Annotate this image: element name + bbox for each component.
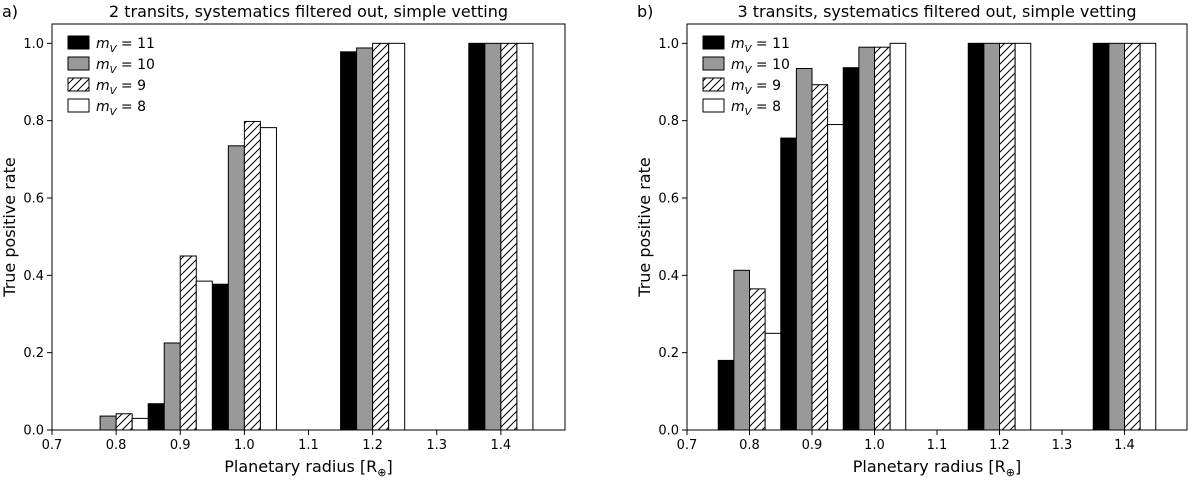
bar	[259, 127, 277, 431]
y-tick-label: 0.4	[23, 269, 44, 284]
chart-panel-b: 0.7 0.8 0.9 1.0 1.1 1.2 1.3 1.4 0.0 0.2 0.4 0.6 0.8 1…	[635, 2, 1188, 479]
x-tick-label: 0.8	[106, 438, 127, 453]
legend-swatch	[67, 35, 90, 50]
bar	[388, 42, 406, 431]
bar	[842, 67, 860, 431]
bar	[99, 415, 117, 431]
x-tick-label: 1.3	[426, 438, 447, 453]
bar	[131, 417, 149, 431]
bar	[733, 269, 750, 431]
x-tick-label: 0.8	[739, 438, 760, 453]
x-tick-label: 1.1	[298, 438, 319, 453]
x-tick-label: 1.3	[1052, 438, 1073, 453]
legend-swatch	[67, 77, 90, 92]
chart-panel-a: 0.7 0.8 0.9 1.0 1.1 1.2 1.3 1.4 0.0 0.2 0.4 0.6 0.8 1…	[0, 2, 566, 479]
legend: mV = 11 mV = 10 mV = 9 mV = 8	[702, 35, 790, 118]
bar	[983, 42, 1000, 431]
bar	[147, 403, 165, 431]
bar	[749, 288, 766, 431]
bar	[468, 42, 486, 431]
bar	[195, 280, 213, 431]
bar	[999, 42, 1016, 431]
legend-label: mV = 10	[96, 57, 155, 76]
legend-swatch	[67, 98, 90, 113]
y-axis-label: True positive rate	[0, 157, 19, 297]
x-tick-label: 1.4	[1114, 438, 1135, 453]
legend-swatch	[702, 35, 725, 50]
legend-swatch	[702, 56, 725, 71]
bar	[1014, 42, 1032, 431]
bar	[115, 413, 133, 431]
legend-label: mV = 10	[731, 57, 790, 76]
bar	[795, 67, 813, 431]
y-tick-label: 1.0	[658, 37, 679, 52]
y-tick-label: 0.6	[658, 192, 679, 207]
bar	[858, 46, 875, 431]
bar	[372, 42, 390, 431]
legend-label: mV = 8	[96, 99, 146, 118]
bar	[500, 42, 518, 431]
panel-label: a)	[2, 2, 18, 21]
bar	[717, 359, 735, 431]
y-tick-label: 0.2	[23, 346, 44, 361]
chart-title: 2 transits, systematics filtered out, si…	[109, 2, 508, 21]
bar	[874, 46, 891, 431]
y-tick-label: 0.8	[658, 114, 679, 129]
legend-label: mV = 11	[96, 36, 155, 55]
legend-swatch	[702, 98, 725, 113]
legend: mV = 11 mV = 10 mV = 9 mV = 8	[67, 35, 155, 118]
bar	[227, 145, 245, 431]
x-axis-label: Planetary radius [R⊕]	[853, 457, 1021, 478]
x-tick-label: 1.0	[864, 438, 885, 453]
x-tick-label: 0.9	[802, 438, 823, 453]
bar	[356, 47, 374, 431]
y-tick-label: 0.0	[23, 424, 44, 439]
bar	[484, 42, 502, 431]
panel-label: b)	[637, 2, 653, 21]
bar	[780, 137, 797, 431]
bar	[211, 283, 229, 431]
y-axis-label: True positive rate	[635, 157, 654, 297]
x-tick-label: 1.2	[362, 438, 383, 453]
y-tick-label: 1.0	[23, 37, 44, 52]
legend-label: mV = 9	[731, 78, 781, 97]
legend-label: mV = 8	[731, 99, 781, 118]
bar	[967, 42, 985, 431]
bar	[1139, 42, 1157, 431]
bar	[163, 342, 181, 431]
x-tick-label: 1.0	[234, 438, 255, 453]
y-tick-label: 0.8	[23, 114, 44, 129]
x-tick-label: 0.9	[170, 438, 191, 453]
bar	[340, 51, 358, 431]
y-tick-label: 0.6	[23, 192, 44, 207]
x-tick-label: 1.4	[491, 438, 512, 453]
x-tick-label: 1.2	[989, 438, 1010, 453]
bar	[811, 84, 829, 431]
legend-label: mV = 11	[731, 36, 790, 55]
chart-title: 3 transits, systematics filtered out, si…	[737, 2, 1136, 21]
bar	[516, 42, 534, 431]
bar	[889, 42, 907, 431]
x-tick-label: 0.7	[42, 438, 63, 453]
x-axis-label: Planetary radius [R⊕]	[224, 457, 392, 478]
y-tick-label: 0.4	[658, 269, 679, 284]
bar	[1108, 42, 1125, 431]
bar	[764, 332, 782, 431]
bar	[1124, 42, 1141, 431]
bar	[1092, 42, 1110, 431]
y-tick-label: 0.2	[658, 346, 679, 361]
legend-swatch	[67, 56, 90, 71]
x-tick-label: 1.1	[927, 438, 948, 453]
y-tick-label: 0.0	[658, 424, 679, 439]
legend-label: mV = 9	[96, 78, 146, 97]
legend-swatch	[702, 77, 725, 92]
bar	[243, 120, 261, 431]
bar	[179, 255, 197, 431]
bar	[827, 124, 844, 431]
x-tick-label: 0.7	[677, 438, 698, 453]
